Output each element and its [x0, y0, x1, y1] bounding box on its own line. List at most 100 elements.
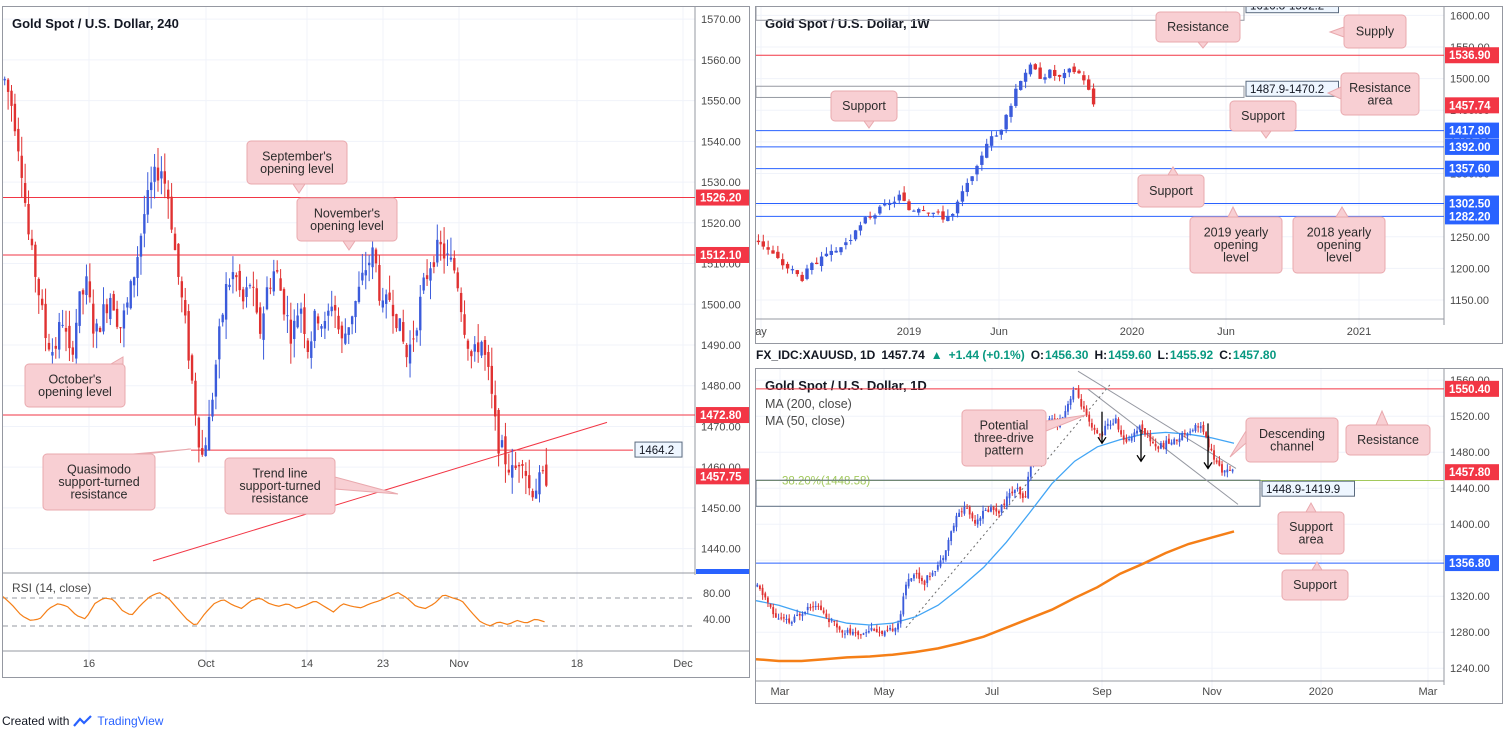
candle-body: [965, 182, 969, 192]
candle-body: [388, 292, 391, 300]
candle-body: [405, 344, 408, 358]
footer-brand[interactable]: TradingView: [97, 714, 164, 728]
x-tick-label: 2020: [1120, 326, 1144, 338]
candle-body: [231, 272, 235, 280]
candle-body: [129, 281, 132, 309]
candle-body: [863, 217, 867, 224]
candle-body: [1191, 430, 1194, 432]
candle-body: [344, 333, 347, 344]
weekly-chart-panel[interactable]: ay2019Jun2020Jun20211600.001550.001500.0…: [755, 6, 1503, 344]
candle-body: [812, 606, 814, 608]
callout-text: Support: [1293, 578, 1337, 592]
candle-body: [800, 274, 804, 281]
y-tick-label: 1440.00: [701, 544, 741, 556]
candle-body: [1157, 446, 1160, 449]
candle-body: [337, 315, 340, 330]
candle-body: [262, 313, 265, 340]
y-tick-label: 1540.00: [701, 136, 741, 148]
annotation-callout: Resistance: [1155, 11, 1241, 49]
callout-text: opening level: [38, 385, 112, 399]
candle-body: [245, 287, 248, 297]
candle-body: [44, 303, 47, 339]
y-tick-label: 1600.00: [1450, 10, 1490, 22]
candle-body: [272, 271, 275, 292]
candle-body: [990, 507, 992, 512]
candle-body: [1205, 432, 1207, 438]
candle-body: [361, 272, 364, 281]
callout-text: September's: [262, 149, 332, 163]
daily-chart-title: Gold Spot / U.S. Dollar, 1D: [765, 378, 927, 393]
candle-body: [197, 417, 201, 448]
candle-body: [306, 340, 310, 352]
candle-body: [1088, 414, 1091, 422]
candle-body: [310, 341, 313, 358]
candle-body: [524, 470, 528, 476]
candle-body: [1154, 443, 1157, 447]
candle-body: [771, 250, 775, 254]
candle-body: [843, 633, 846, 635]
callout-text: 2019 yearly: [1204, 226, 1269, 240]
candle-body: [177, 243, 180, 277]
channel-upper-line: [1077, 370, 1237, 469]
candle-body: [436, 239, 439, 263]
candle-body: [918, 572, 921, 579]
candle-body: [211, 399, 214, 417]
price-tag-label: 1526.20: [700, 193, 742, 205]
candle-body: [102, 304, 105, 332]
candle-body: [999, 129, 1003, 135]
candle-body: [841, 630, 844, 633]
daily-chart-panel[interactable]: MarMayJulSepNov2020Mar1560.001520.001480…: [755, 368, 1503, 704]
candle-body: [865, 632, 868, 634]
candle-body: [1167, 438, 1170, 444]
candle-body: [995, 508, 998, 512]
y-tick-label: 1500.00: [701, 299, 741, 311]
candle-body: [806, 606, 809, 611]
annotation-callout: Support: [1229, 100, 1297, 139]
candle-body: [955, 201, 960, 214]
low-label: L:: [1157, 348, 1169, 362]
callout-text: Supply: [1356, 25, 1395, 39]
symbol-label: FX_IDC:XAUUSD, 1D: [756, 348, 876, 362]
weekly-chart-svg[interactable]: ay2019Jun2020Jun20211600.001550.001500.0…: [756, 7, 1503, 344]
y-tick-label: 1560.00: [701, 55, 741, 67]
candle-body: [910, 578, 913, 581]
candle-body: [766, 247, 770, 250]
candle-body: [756, 584, 759, 587]
callout-box: [224, 457, 336, 515]
candle-body: [442, 243, 446, 259]
callout-text: Support: [1149, 184, 1193, 198]
price-tag-label: 1282.20: [1449, 211, 1491, 223]
candle-body: [126, 302, 129, 308]
h4-chart-panel[interactable]: 16 Oct 14 23 Nov 18 Dec 1570.00 1560.00 1550.00 15…: [2, 6, 750, 678]
price-tag-label: 1550.40: [1449, 384, 1491, 396]
candle-body: [994, 135, 999, 137]
candle-body: [1181, 432, 1184, 441]
candle-body: [1085, 408, 1088, 416]
candle-body: [1229, 469, 1231, 471]
zone-label-box: [1261, 480, 1355, 497]
candle-body: [883, 203, 887, 206]
candle-body: [538, 472, 541, 495]
candle-body: [1183, 433, 1186, 435]
callout-pointer: [863, 120, 875, 129]
h4-chart-svg[interactable]: 16 Oct 14 23 Nov 18 Dec 1570.00 1560.00 1550.00 15…: [3, 7, 750, 678]
candle-body: [218, 326, 221, 360]
candle-body: [955, 515, 958, 528]
candle-body: [785, 618, 788, 620]
candle-body: [987, 509, 990, 512]
candle-body: [952, 525, 955, 532]
daily-chart-svg[interactable]: MarMayJulSepNov2020Mar1560.001520.001480…: [756, 369, 1503, 704]
candle-body: [1061, 417, 1064, 419]
candle-body: [64, 327, 68, 332]
callout-box: [1340, 72, 1420, 116]
callout-text: Support: [842, 99, 886, 113]
candle-body: [391, 304, 395, 317]
callout-text: opening level: [260, 162, 334, 176]
candle-body: [1093, 427, 1096, 430]
candle-body: [1038, 67, 1042, 79]
candle-body: [975, 165, 979, 175]
candle-body: [1062, 72, 1067, 79]
high-label: H:: [1094, 348, 1108, 362]
ma200-legend: MA (200, close): [765, 397, 852, 411]
candle-body: [490, 365, 493, 394]
